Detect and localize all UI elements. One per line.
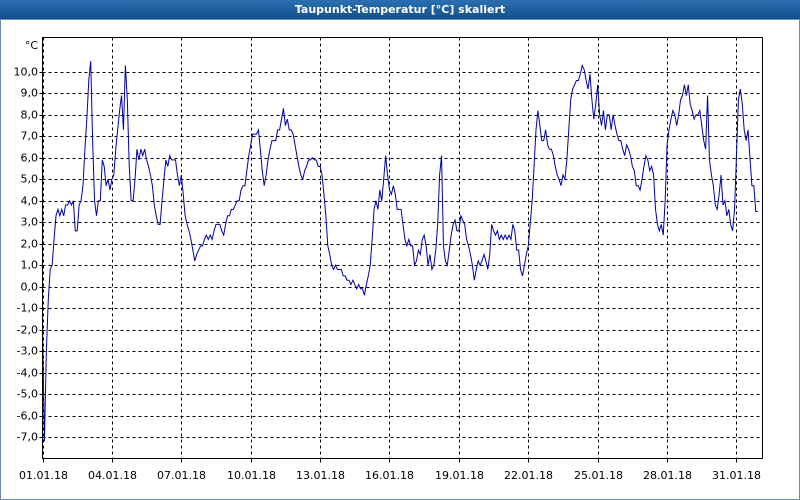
y-tick-label: 5,0 bbox=[21, 173, 39, 186]
y-tick-label: 9,0 bbox=[21, 87, 39, 100]
y-unit: °C bbox=[25, 39, 39, 52]
x-tick-label: 31.01.18 bbox=[712, 469, 761, 482]
y-tick-label: 7,0 bbox=[21, 130, 39, 143]
x-tick-label: 13.01.18 bbox=[296, 469, 345, 482]
x-tick-label: 10.01.18 bbox=[227, 469, 276, 482]
y-tick-label: 2,0 bbox=[21, 238, 39, 251]
x-tick-label: 19.01.18 bbox=[435, 469, 484, 482]
y-tick-label: -3,0 bbox=[17, 345, 38, 358]
y-tick-label: 3,0 bbox=[21, 216, 39, 229]
y-tick-label: -1,0 bbox=[17, 302, 38, 315]
x-tick-label: 25.01.18 bbox=[574, 469, 623, 482]
y-tick-label: -6,0 bbox=[17, 410, 38, 423]
y-tick-label: 4,0 bbox=[21, 195, 39, 208]
x-tick-label: 07.01.18 bbox=[157, 469, 206, 482]
y-tick-label: 1,0 bbox=[21, 259, 39, 272]
y-tick-label: -4,0 bbox=[17, 367, 38, 380]
y-tick-label: 8,0 bbox=[21, 109, 39, 122]
y-tick-label: -7,0 bbox=[17, 431, 38, 444]
x-tick-label: 16.01.18 bbox=[365, 469, 414, 482]
x-tick-label: 22.01.18 bbox=[504, 469, 553, 482]
plot-border bbox=[42, 37, 763, 459]
data-line bbox=[42, 61, 758, 442]
title-bar bbox=[0, 0, 800, 19]
y-tick-label: 0,0 bbox=[21, 281, 39, 294]
y-tick-label: 10,0 bbox=[14, 66, 39, 79]
plot bbox=[42, 61, 758, 442]
x-tick-label: 28.01.18 bbox=[643, 469, 692, 482]
y-tick-label: -5,0 bbox=[17, 388, 38, 401]
x-tick-label: 04.01.18 bbox=[88, 469, 137, 482]
y-tick-label: 6,0 bbox=[21, 152, 39, 165]
chart-title: Taupunkt-Temperatur [°C] skaliert bbox=[295, 3, 505, 16]
y-tick-label: -2,0 bbox=[17, 324, 38, 337]
x-tick-label: 01.01.18 bbox=[19, 469, 68, 482]
